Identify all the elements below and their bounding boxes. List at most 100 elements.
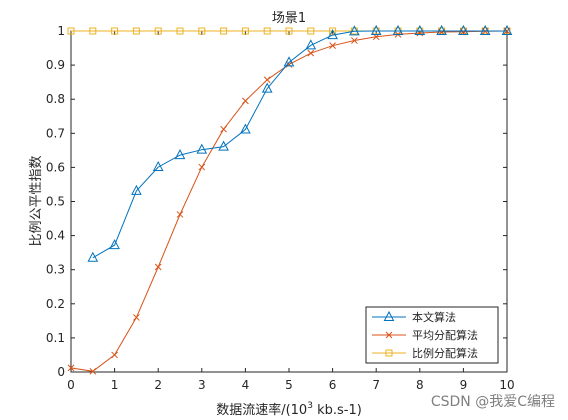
x-marker bbox=[89, 367, 97, 375]
series-1 bbox=[87, 24, 513, 262]
x-tick-label: 7 bbox=[372, 378, 380, 392]
triangle-marker bbox=[109, 239, 120, 250]
square-marker bbox=[111, 27, 119, 35]
triangle-marker bbox=[196, 143, 208, 154]
x-tick-label: 3 bbox=[198, 378, 206, 392]
x-marker bbox=[111, 351, 118, 359]
x-marker-stroke bbox=[285, 61, 293, 68]
triangle-marker bbox=[240, 123, 251, 134]
x-marker-stroke bbox=[111, 351, 118, 359]
triangle-marker bbox=[383, 310, 395, 321]
x-tick-label: 10 bbox=[499, 378, 514, 392]
square-marker bbox=[220, 27, 228, 35]
x-tick-label: 4 bbox=[242, 378, 250, 392]
series-layer bbox=[67, 24, 513, 375]
triangle-marker bbox=[349, 25, 360, 36]
x-marker bbox=[285, 61, 293, 68]
square-marker bbox=[385, 349, 393, 357]
y-tick-label: 0.4 bbox=[46, 229, 65, 243]
legend-label: 本文算法 bbox=[412, 310, 456, 324]
x-axis-ticks: 0 1 2 3 4 5 6 7 8 9 10 bbox=[67, 31, 515, 392]
square-marker bbox=[307, 27, 315, 35]
triangle-marker bbox=[87, 251, 99, 262]
square-marker bbox=[198, 27, 206, 35]
triangle-marker bbox=[436, 24, 447, 35]
x-axis-label: 数据流速率/(103 kb.s-1) bbox=[216, 401, 362, 418]
y-tick-label: 0.5 bbox=[46, 195, 65, 209]
x-marker bbox=[220, 125, 227, 133]
triangle-marker bbox=[218, 140, 229, 151]
x-marker bbox=[67, 364, 75, 372]
square-marker bbox=[132, 27, 140, 35]
x-axis-label-prefix: 数据流速率/(10 bbox=[216, 402, 307, 418]
x-marker-stroke bbox=[154, 263, 162, 271]
watermark: CSDN @我爱C编程 bbox=[431, 394, 555, 410]
y-tick-label: 0.9 bbox=[46, 58, 65, 72]
x-marker bbox=[154, 263, 162, 271]
y-tick-label: 0 bbox=[57, 365, 65, 379]
square-marker bbox=[263, 27, 271, 35]
triangle-marker bbox=[370, 24, 382, 35]
x-marker bbox=[263, 76, 271, 84]
x-marker-stroke bbox=[198, 163, 206, 171]
y-tick-label: 0.3 bbox=[46, 263, 65, 277]
x-marker-stroke bbox=[220, 125, 227, 133]
square-marker bbox=[285, 27, 293, 35]
x-tick-label: 2 bbox=[154, 378, 162, 392]
x-tick-label: 0 bbox=[67, 378, 75, 392]
x-marker bbox=[176, 211, 184, 218]
square-marker bbox=[89, 27, 97, 35]
x-marker-stroke bbox=[385, 331, 393, 339]
triangle-marker bbox=[283, 56, 295, 67]
y-tick-label: 1 bbox=[57, 24, 65, 38]
x-tick-label: 6 bbox=[329, 378, 337, 392]
x-axis-label-superscript: 3 bbox=[307, 401, 313, 411]
triangle-marker bbox=[458, 24, 469, 35]
triangle-marker bbox=[327, 29, 338, 40]
x-marker bbox=[133, 314, 140, 321]
triangle-marker bbox=[392, 24, 404, 35]
triangle-marker bbox=[261, 82, 273, 93]
x-marker-stroke bbox=[242, 97, 249, 105]
x-marker bbox=[198, 163, 206, 171]
triangle-marker bbox=[131, 184, 142, 195]
x-tick-label: 5 bbox=[285, 378, 293, 392]
triangle-marker bbox=[501, 24, 513, 35]
square-marker bbox=[176, 27, 184, 35]
y-tick-label: 0.2 bbox=[46, 297, 65, 311]
x-marker-stroke bbox=[67, 364, 75, 372]
triangle-marker bbox=[305, 39, 317, 50]
chart-title: 场景1 bbox=[272, 11, 306, 26]
x-tick-label: 8 bbox=[416, 378, 424, 392]
square-marker bbox=[329, 27, 337, 35]
y-axis-ticks: 0 0.1 0.2 0.3 0.4 0.5 0.6 0.7 0.8 0.9 1 bbox=[46, 24, 507, 379]
x-axis-label-suffix: kb.s-1) bbox=[313, 403, 362, 418]
x-marker bbox=[385, 331, 393, 339]
x-marker-stroke bbox=[307, 49, 315, 57]
x-marker-stroke bbox=[133, 314, 140, 321]
x-tick-label: 9 bbox=[460, 378, 468, 392]
x-marker bbox=[351, 37, 358, 44]
triangle-marker bbox=[152, 160, 164, 172]
legend-item: 平均分配算法 bbox=[372, 328, 478, 342]
legend-item: 本文算法 bbox=[372, 310, 456, 324]
triangle-marker bbox=[479, 24, 491, 35]
x-marker bbox=[329, 42, 336, 50]
x-marker-stroke bbox=[263, 76, 271, 84]
triangle-marker bbox=[414, 24, 426, 35]
y-tick-label: 0.7 bbox=[46, 126, 65, 140]
square-marker bbox=[154, 27, 162, 35]
x-marker-stroke bbox=[329, 42, 336, 50]
legend-label: 平均分配算法 bbox=[412, 328, 478, 342]
triangle-marker bbox=[174, 149, 186, 160]
x-marker-stroke bbox=[351, 37, 358, 44]
legend-label: 比例分配算法 bbox=[412, 346, 478, 360]
x-marker-stroke bbox=[89, 367, 97, 375]
x-marker bbox=[242, 97, 249, 105]
x-marker bbox=[307, 49, 315, 57]
y-tick-label: 0.1 bbox=[46, 331, 65, 345]
x-tick-label: 1 bbox=[111, 378, 119, 392]
